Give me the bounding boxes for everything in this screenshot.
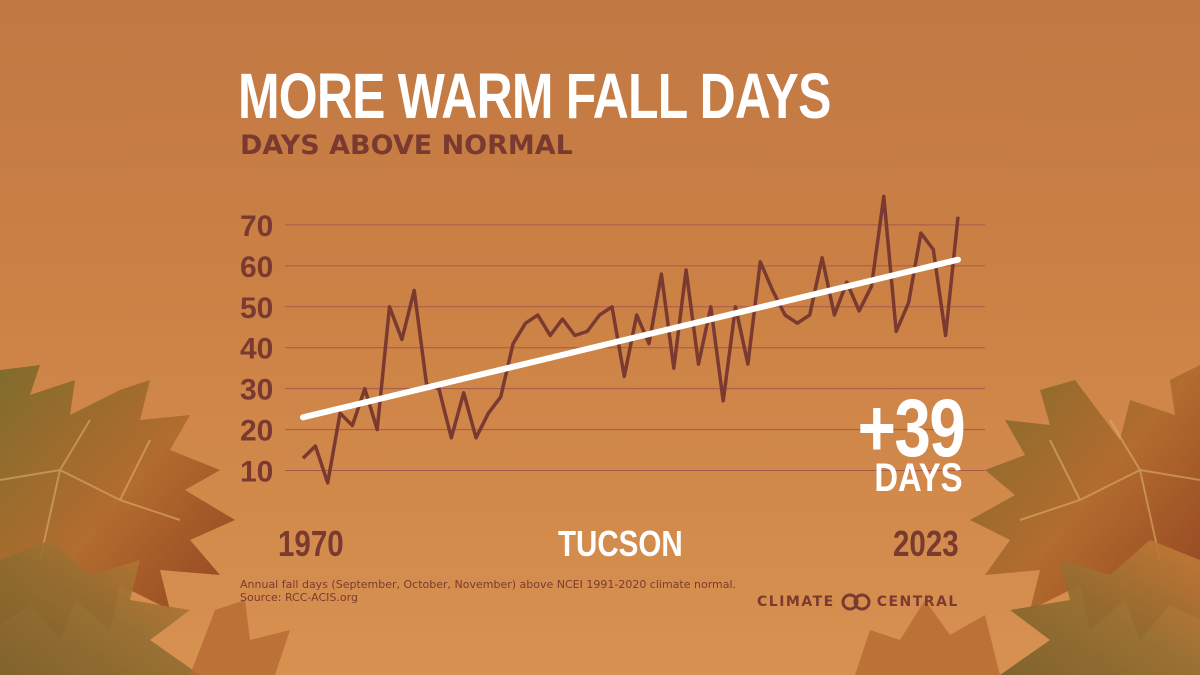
change-value: +39 xyxy=(857,383,966,474)
y-tick-label-60: 60 xyxy=(240,251,273,284)
logo-text-right: CENTRAL xyxy=(876,594,959,610)
y-tick-label-40: 40 xyxy=(240,333,273,366)
footnote-note: Annual fall days (September, October, No… xyxy=(240,578,737,591)
y-tick-label-10: 10 xyxy=(240,456,273,489)
y-tick-label-50: 50 xyxy=(240,292,273,325)
maple-leaf-right xyxy=(855,365,1200,675)
y-axis-ticks: 10 20 30 40 50 60 70 xyxy=(240,210,273,489)
gridlines xyxy=(285,224,985,472)
logo-text-left: CLIMATE xyxy=(757,594,835,610)
x-start-label: 1970 xyxy=(278,523,344,564)
footnote-source: Source: RCC-ACIS.org xyxy=(240,591,358,604)
climate-central-logo: CLIMATE CENTRAL xyxy=(757,592,959,612)
chart-title: MORE WARM FALL DAYS xyxy=(238,60,831,132)
x-end-label: 2023 xyxy=(893,523,959,564)
footnote: Annual fall days (September, October, No… xyxy=(240,578,736,604)
maple-leaf-left xyxy=(0,365,290,675)
y-tick-label-20: 20 xyxy=(240,415,273,448)
chart-subtitle: DAYS ABOVE NORMAL xyxy=(240,130,573,161)
y-tick-label-30: 30 xyxy=(240,374,273,407)
trend-line xyxy=(300,256,961,421)
change-unit: DAYS xyxy=(873,456,962,500)
location-label: TUCSON xyxy=(558,523,683,564)
logo-icon xyxy=(841,593,871,611)
y-tick-label-70: 70 xyxy=(240,210,273,243)
